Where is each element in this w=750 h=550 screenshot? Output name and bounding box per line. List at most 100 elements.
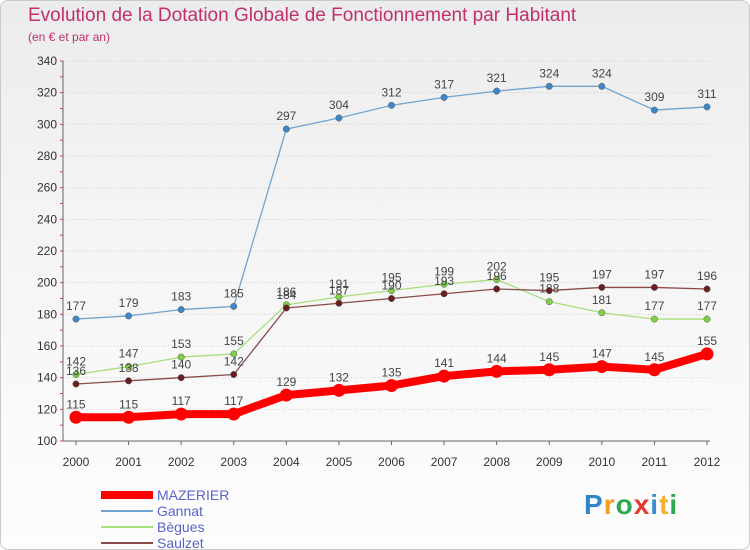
data-point bbox=[545, 82, 553, 90]
data-label: 142 bbox=[66, 355, 86, 369]
data-label: 196 bbox=[487, 269, 507, 283]
data-point bbox=[545, 287, 553, 295]
legend-label-begues: Bègues bbox=[157, 519, 205, 535]
data-label: 144 bbox=[487, 351, 507, 365]
data-label: 311 bbox=[697, 87, 716, 101]
data-point bbox=[388, 287, 395, 295]
data-point bbox=[598, 82, 606, 90]
data-label: 321 bbox=[487, 71, 507, 85]
proxiti-logo: Proxiti bbox=[584, 489, 678, 521]
y-tick-label: 240 bbox=[37, 212, 57, 226]
data-label: 179 bbox=[119, 296, 139, 310]
x-tick-label: 2001 bbox=[115, 455, 142, 469]
data-point bbox=[230, 371, 238, 378]
legend-swatch-mazerier bbox=[101, 491, 153, 499]
data-point bbox=[493, 285, 501, 293]
x-tick-label: 2008 bbox=[483, 455, 510, 469]
data-point bbox=[440, 290, 448, 298]
data-label: 187 bbox=[329, 283, 349, 297]
logo-letter: i bbox=[650, 489, 660, 520]
data-point bbox=[227, 407, 241, 421]
data-label: 181 bbox=[592, 293, 612, 307]
legend-label-mazerier: MAZERIER bbox=[157, 487, 230, 503]
data-label: 129 bbox=[276, 375, 296, 389]
y-tick-label: 200 bbox=[37, 276, 57, 290]
y-tick-label: 340 bbox=[37, 54, 57, 68]
data-label: 155 bbox=[224, 334, 244, 348]
data-point bbox=[335, 299, 343, 307]
data-point bbox=[598, 309, 606, 317]
data-label: 136 bbox=[66, 364, 86, 378]
data-label: 177 bbox=[697, 299, 717, 313]
data-point bbox=[282, 125, 290, 133]
data-point bbox=[542, 363, 556, 377]
data-label: 145 bbox=[539, 350, 559, 364]
data-label: 147 bbox=[119, 347, 139, 361]
logo-letter: r bbox=[603, 489, 616, 520]
y-tick-label: 280 bbox=[37, 149, 57, 163]
x-tick-label: 2003 bbox=[220, 455, 247, 469]
legend-swatch-gannat bbox=[101, 510, 153, 512]
chart-title: Evolution de la Dotation Globale de Fonc… bbox=[28, 5, 577, 26]
x-tick-label: 2006 bbox=[378, 455, 405, 469]
data-label: 190 bbox=[381, 279, 401, 293]
x-tick-label: 2002 bbox=[168, 455, 195, 469]
data-point bbox=[230, 302, 238, 310]
data-label: 183 bbox=[171, 290, 191, 304]
legend-label-gannat: Gannat bbox=[157, 503, 203, 519]
data-point bbox=[335, 114, 343, 122]
x-tick-label: 2009 bbox=[536, 455, 563, 469]
data-point bbox=[388, 101, 395, 109]
data-label: 195 bbox=[381, 271, 401, 285]
data-point bbox=[125, 377, 133, 385]
data-label: 202 bbox=[487, 260, 507, 274]
data-point bbox=[125, 312, 133, 320]
data-point bbox=[122, 410, 136, 424]
data-label: 138 bbox=[119, 361, 139, 375]
legend-label-saulzet: Saulzet bbox=[157, 535, 204, 550]
logo-letter: t bbox=[659, 489, 670, 520]
y-tick-label: 180 bbox=[37, 307, 57, 321]
data-label: 177 bbox=[66, 299, 86, 313]
x-tick-label: 2011 bbox=[642, 455, 668, 469]
data-label: 140 bbox=[171, 358, 191, 372]
data-label: 312 bbox=[381, 85, 401, 99]
data-label: 324 bbox=[592, 66, 612, 80]
x-tick-label: 2012 bbox=[694, 455, 721, 469]
data-point bbox=[72, 371, 80, 378]
y-tick-label: 260 bbox=[37, 181, 57, 195]
logo-letter: o bbox=[615, 489, 634, 520]
data-label: 177 bbox=[644, 299, 664, 313]
data-point bbox=[177, 306, 185, 314]
data-label: 155 bbox=[697, 334, 717, 348]
data-point bbox=[388, 295, 395, 302]
legend-swatch-saulzet bbox=[101, 542, 153, 544]
data-label: 195 bbox=[539, 271, 559, 285]
data-point bbox=[647, 363, 661, 377]
x-tick-label: 2000 bbox=[63, 455, 90, 469]
data-label: 153 bbox=[171, 337, 191, 351]
y-tick-label: 160 bbox=[37, 339, 57, 353]
data-point bbox=[437, 369, 451, 383]
y-tick-label: 100 bbox=[37, 434, 57, 448]
y-tick-label: 120 bbox=[37, 402, 57, 416]
data-point bbox=[703, 103, 711, 111]
y-tick-label: 300 bbox=[37, 117, 57, 131]
data-point bbox=[440, 280, 448, 288]
data-point bbox=[72, 315, 80, 323]
y-tick-label: 140 bbox=[37, 371, 57, 385]
x-tick-label: 2005 bbox=[326, 455, 353, 469]
data-label: 297 bbox=[276, 109, 296, 123]
y-tick-label: 320 bbox=[37, 86, 57, 100]
data-point bbox=[174, 407, 188, 421]
data-point bbox=[650, 315, 658, 323]
legend-swatch-begues bbox=[101, 526, 153, 528]
data-point bbox=[125, 363, 133, 371]
data-label: 145 bbox=[644, 350, 664, 364]
data-point bbox=[650, 106, 658, 114]
data-label: 147 bbox=[592, 347, 612, 361]
y-tick-label: 220 bbox=[37, 244, 57, 258]
data-label: 186 bbox=[276, 285, 296, 299]
